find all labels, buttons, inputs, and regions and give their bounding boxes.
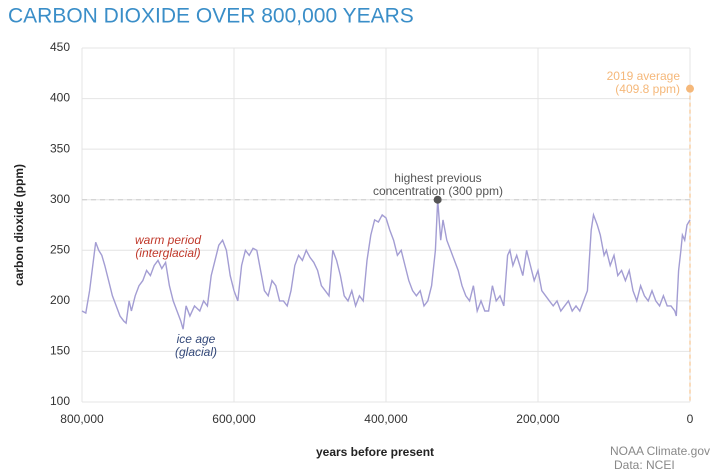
annotation: highest previous (394, 171, 481, 185)
x-tick-label: 0 (687, 412, 694, 426)
x-tick-label: 600,000 (212, 412, 256, 426)
x-tick-label: 400,000 (364, 412, 408, 426)
annotation: concentration (300 ppm) (373, 184, 503, 198)
highlight-point (686, 84, 694, 93)
y-tick-label: 300 (50, 192, 70, 206)
annotation: warm period (135, 233, 201, 247)
source: NOAA Climate.gov (610, 444, 710, 458)
annotation: 2019 average (607, 69, 681, 83)
y-axis-label: carbon dioxide (ppm) (12, 164, 26, 286)
y-tick-label: 450 (50, 40, 70, 54)
x-axis-label: years before present (316, 445, 434, 459)
y-tick-label: 250 (50, 242, 70, 256)
highlight-point (433, 195, 442, 204)
annotation: (interglacial) (135, 246, 200, 260)
annotation: (409.8 ppm) (615, 82, 680, 96)
y-tick-label: 350 (50, 141, 70, 155)
chart-title: CARBON DIOXIDE OVER 800,000 YEARS (8, 5, 414, 28)
x-tick-label: 200,000 (516, 412, 560, 426)
y-tick-label: 150 (50, 344, 70, 358)
annotation: (glacial) (175, 345, 217, 359)
source: Data: NCEI (614, 458, 675, 472)
y-tick-label: 400 (50, 91, 70, 105)
data-line (81, 199, 691, 330)
annotation: ice age (177, 332, 216, 346)
x-tick-label: 800,000 (60, 412, 104, 426)
y-tick-label: 100 (50, 394, 70, 408)
y-tick-label: 200 (50, 293, 70, 307)
